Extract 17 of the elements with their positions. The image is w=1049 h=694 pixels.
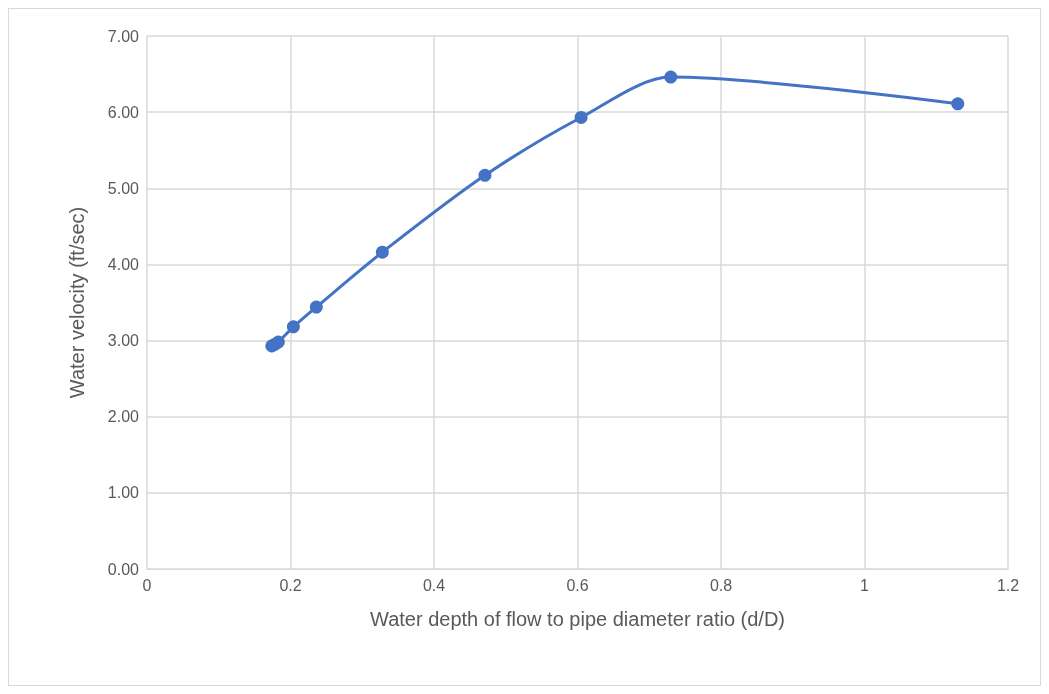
y-tick-label: 3.00 bbox=[107, 332, 140, 350]
y-tick-label: 4.00 bbox=[107, 255, 140, 273]
y-axis-title: Water velocity (ft/sec) bbox=[66, 206, 88, 399]
y-tick-label: 0.00 bbox=[107, 560, 140, 578]
x-tick-label: 0.4 bbox=[422, 576, 446, 594]
x-tick-label: 1 bbox=[860, 576, 870, 594]
x-tick-label: 1.2 bbox=[996, 576, 1020, 594]
y-tick-label: 2.00 bbox=[107, 408, 140, 426]
x-tick-label: 0.6 bbox=[566, 576, 589, 594]
x-tick-label: 0.8 bbox=[709, 576, 733, 594]
y-tick-label: 7.00 bbox=[107, 27, 140, 45]
y-tick-label: 1.00 bbox=[107, 484, 140, 502]
x-tick-label: 0.2 bbox=[279, 576, 302, 594]
x-tick-label: 0 bbox=[142, 576, 152, 594]
x-axis-title: Water depth of flow to pipe diameter ratio (d/D) bbox=[370, 608, 785, 630]
y-tick-label: 5.00 bbox=[107, 179, 140, 197]
y-tick-label: 6.00 bbox=[107, 103, 140, 121]
